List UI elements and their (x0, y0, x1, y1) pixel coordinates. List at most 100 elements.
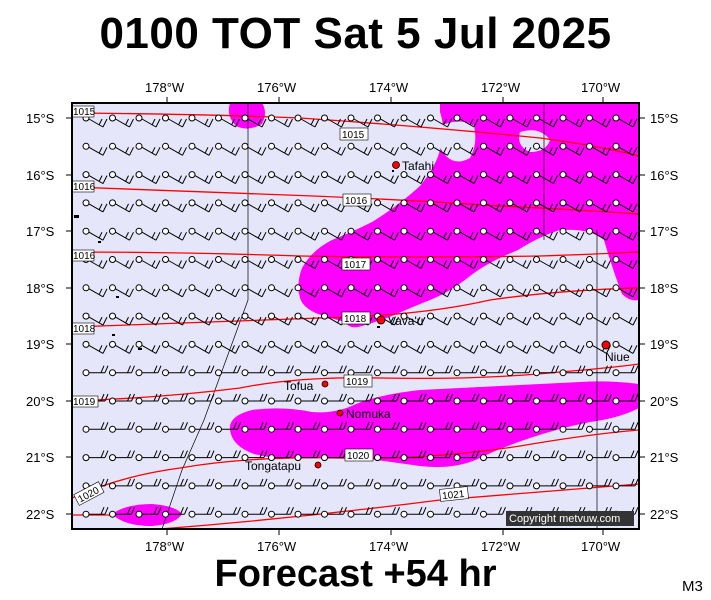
wind-barb (135, 199, 161, 213)
wind-barb (268, 256, 293, 269)
wind-barb (453, 114, 479, 128)
svg-text:1019: 1019 (73, 397, 96, 408)
wind-barb (294, 284, 320, 298)
wind-barb (268, 393, 294, 405)
wind-barb (162, 422, 188, 433)
wind-barb (82, 142, 108, 156)
wind-barb (506, 227, 532, 241)
wind-barb (188, 393, 215, 405)
wind-barb (109, 507, 135, 518)
wind-barb (162, 142, 187, 156)
wind-barb (427, 450, 453, 462)
y-tick-label: 21°S (26, 450, 55, 465)
wind-barb (347, 142, 373, 156)
wind-barb (453, 142, 479, 156)
wind-barb (427, 478, 453, 490)
wind-barb (109, 171, 134, 185)
svg-text:1015: 1015 (73, 107, 96, 118)
wind-barb (427, 171, 452, 185)
svg-text:Tafahi: Tafahi (402, 159, 434, 173)
y-tick-label: 18°S (26, 281, 55, 296)
wind-barb (586, 256, 611, 269)
wind-barb (480, 284, 505, 298)
wind-barb (162, 284, 187, 298)
wind-barb (135, 114, 161, 128)
wind-barb (241, 227, 267, 241)
wind-barb (506, 114, 532, 128)
wind-barb (533, 450, 559, 462)
wind-barb (347, 365, 374, 377)
wind-barb (374, 256, 399, 269)
place-tongatapu: Tongatapu (245, 459, 322, 473)
wind-barb (400, 114, 426, 128)
wind-barb (135, 450, 162, 462)
wind-barb (162, 393, 188, 405)
map-frame (71, 102, 640, 530)
wind-barb (294, 422, 321, 433)
wind-barb (294, 142, 320, 156)
svg-text:1019: 1019 (346, 377, 369, 388)
wind-barb (506, 478, 533, 490)
wind-barb (135, 507, 162, 518)
svg-text:1018: 1018 (73, 324, 96, 335)
wind-barb (162, 340, 187, 354)
y-tick-label: 15°S (26, 111, 55, 126)
wind-barb (533, 312, 558, 326)
wind-barb (374, 393, 400, 405)
wind-barb (188, 478, 215, 490)
place-vavau: Vava'u (376, 314, 423, 328)
wind-barb (427, 142, 452, 156)
places: Tafahi Vava'u Niue Tofua Nomuka Tongatap… (245, 159, 630, 473)
wind-barb (559, 393, 586, 405)
svg-text:Tongatapu: Tongatapu (245, 459, 301, 473)
wind-barb (506, 142, 532, 156)
x-tick-label: 178°W (145, 539, 185, 554)
wind-barb (400, 393, 427, 405)
wind-barb (109, 478, 135, 490)
wind-barb (268, 340, 293, 354)
wind-barb (612, 284, 638, 298)
wind-barb (321, 507, 347, 518)
isobar-label: 1018 (341, 311, 371, 325)
wind-barb (374, 478, 400, 490)
wind-barb (400, 284, 426, 298)
wind-barb (215, 312, 240, 326)
wind-barb (241, 478, 268, 490)
wind-barb (374, 450, 400, 462)
wind-barb (453, 227, 479, 241)
wind-barb (453, 340, 479, 354)
wind-barb (374, 114, 399, 128)
wind-barb (294, 340, 320, 354)
wind-barb (533, 393, 559, 405)
wind-barb (480, 478, 506, 490)
wind-barb (162, 312, 187, 326)
wind-barb (294, 171, 320, 185)
wind-barb (427, 312, 452, 326)
x-tick-label: 174°W (369, 539, 409, 554)
wind-barb (109, 114, 134, 128)
wind-barb (506, 422, 533, 433)
wind-barb (559, 365, 586, 377)
wind-barb (268, 227, 293, 241)
wind-barb (109, 199, 134, 213)
wind-barb (612, 227, 638, 241)
wind-barb (640, 422, 665, 432)
svg-text:Niue: Niue (605, 350, 630, 364)
wind-barb (135, 171, 161, 185)
wind-barb (586, 393, 612, 405)
svg-text:1016: 1016 (73, 251, 96, 262)
wind-barb (453, 393, 480, 405)
wind-barb (506, 199, 532, 213)
wind-barb (135, 256, 161, 269)
wind-barb (480, 256, 505, 269)
wind-barb (109, 450, 135, 462)
wind-barb (268, 312, 293, 326)
wind-barb (374, 284, 399, 298)
wind-barb (321, 422, 347, 433)
wind-barb (109, 227, 134, 241)
wind-barb (215, 393, 241, 405)
wind-barb (215, 256, 240, 269)
map-title: 0100 TOT Sat 5 Jul 2025 (99, 9, 612, 58)
svg-text:1016: 1016 (345, 196, 368, 207)
wind-barb (109, 256, 134, 269)
